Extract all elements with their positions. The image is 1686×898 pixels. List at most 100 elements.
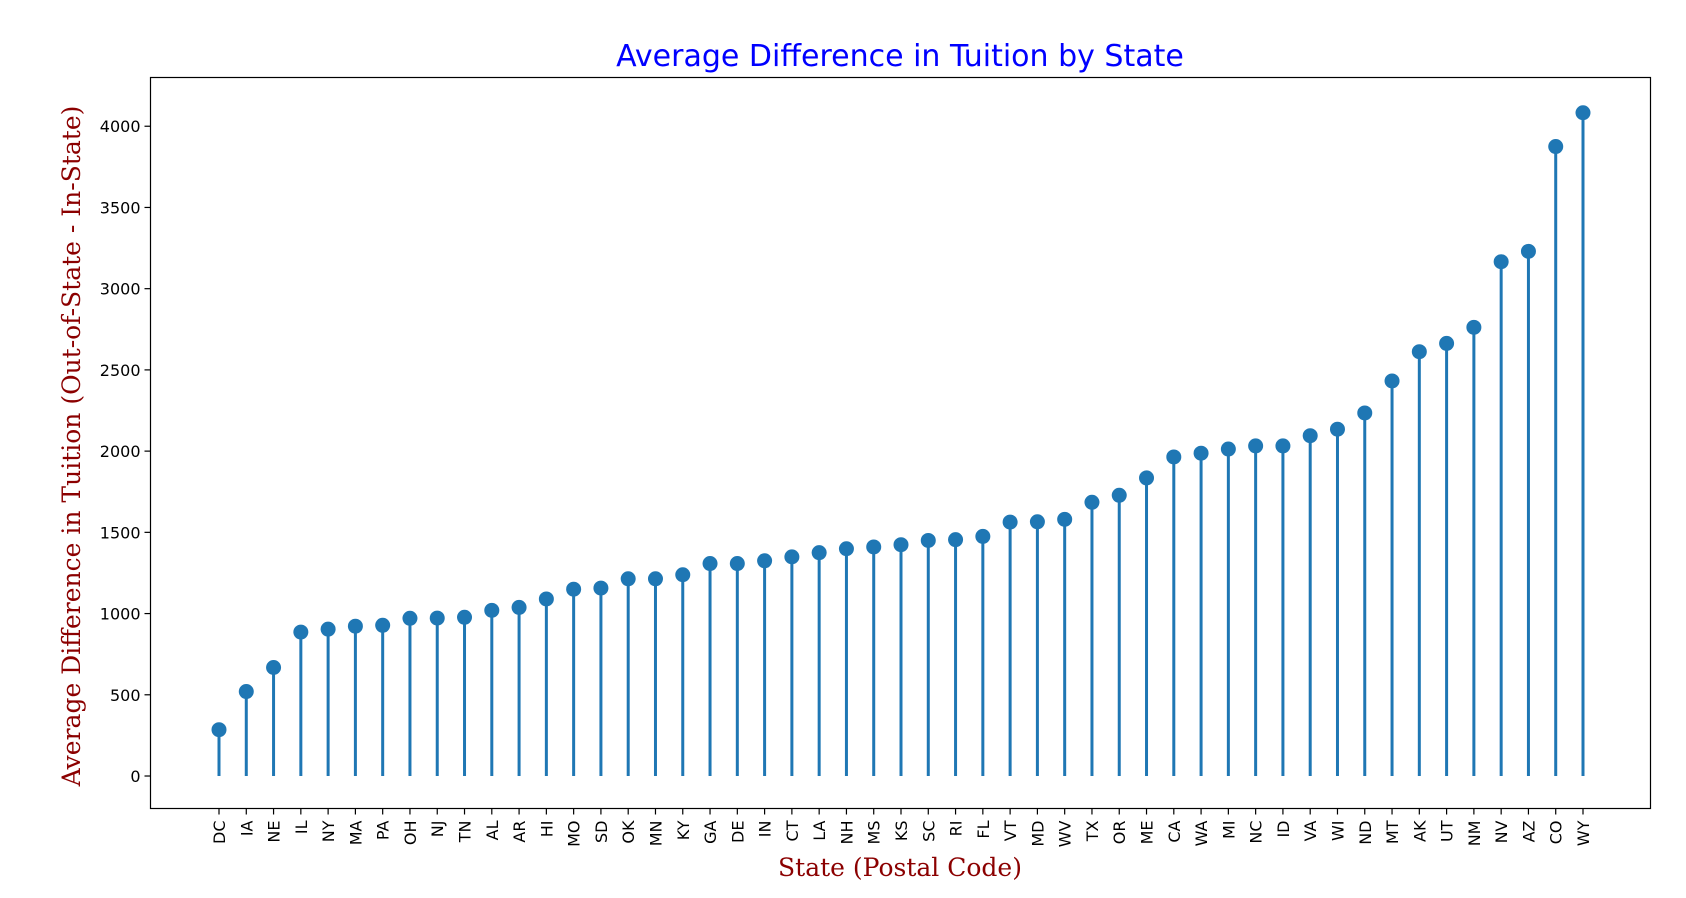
x-tick-label: ME	[1138, 821, 1157, 845]
x-tick-label: CO	[1547, 821, 1566, 845]
y-tick-label: 1000	[100, 605, 141, 624]
marker-pa	[375, 617, 391, 633]
x-tick-label: NJ	[428, 821, 447, 838]
x-tick-label: IL	[292, 820, 311, 834]
marker-oh	[402, 610, 418, 626]
marker-wy	[1575, 105, 1591, 121]
x-tick-label: MT	[1383, 820, 1402, 844]
marker-tn	[457, 609, 473, 625]
x-tick-label: MI	[1219, 821, 1238, 840]
marker-la	[811, 545, 827, 561]
marker-or	[1111, 487, 1127, 503]
marker-ne	[266, 659, 282, 675]
marker-mi	[1220, 441, 1236, 457]
marker-ct	[784, 549, 800, 565]
marker-hi	[538, 591, 554, 607]
marker-wv	[1057, 511, 1073, 527]
x-tick-label: OK	[619, 820, 638, 844]
x-tick-label: NM	[1465, 821, 1484, 847]
x-tick-label: TX	[1083, 820, 1102, 842]
marker-az	[1520, 243, 1536, 259]
plot-frame	[149, 76, 1652, 810]
x-tick-label: WA	[1192, 820, 1211, 846]
marker-sc	[920, 532, 936, 548]
x-tick-label: RI	[947, 821, 966, 837]
y-tick-label: 0	[130, 767, 140, 786]
x-tick-label: GA	[701, 820, 720, 843]
x-tick-label: TN	[456, 821, 475, 844]
marker-nc	[1248, 438, 1264, 454]
x-tick-label: MD	[1028, 821, 1047, 847]
marker-me	[1139, 470, 1155, 486]
x-tick-label: SD	[592, 821, 611, 843]
y-tick-label: 4000	[100, 117, 141, 136]
stems	[217, 112, 1585, 777]
x-tick-label: NY	[319, 820, 338, 842]
x-tick-label: WI	[1328, 821, 1347, 842]
x-tick-label: DC	[210, 821, 229, 845]
marker-ok	[620, 571, 636, 587]
marker-wi	[1329, 421, 1345, 437]
y-tick-label: 3500	[100, 198, 141, 217]
x-tick-label: ID	[1274, 821, 1293, 838]
x-tick-label: VA	[1301, 820, 1320, 841]
marker-mt	[1384, 373, 1400, 389]
x-tick-label: OH	[401, 821, 420, 846]
marker-co	[1548, 139, 1564, 155]
marker-mo	[566, 581, 582, 597]
x-tick-label: AL	[483, 820, 502, 840]
marker-ma	[347, 618, 363, 634]
x-tick-label: WV	[1056, 820, 1075, 847]
marker-ut	[1439, 335, 1455, 351]
marker-mn	[647, 571, 663, 587]
x-tick-label: CT	[783, 820, 802, 841]
x-tick-label: FL	[974, 820, 993, 838]
marker-ny	[320, 621, 336, 637]
marker-al	[484, 602, 500, 618]
marker-in	[757, 553, 773, 569]
marker-nh	[838, 541, 854, 557]
marker-id	[1275, 438, 1291, 454]
x-tick-label: PA	[374, 820, 393, 840]
marker-nm	[1466, 319, 1482, 335]
marker-dc	[211, 722, 227, 738]
x-tick-label: CA	[1165, 820, 1184, 842]
x-tick-label: NV	[1492, 820, 1511, 843]
marker-ia	[238, 684, 254, 700]
marker-ms	[866, 539, 882, 555]
x-tick-label: ND	[1356, 821, 1375, 845]
x-tick-label: NE	[265, 821, 284, 843]
x-tick-label: NH	[837, 821, 856, 845]
chart-title: Average Difference in Tuition by State	[616, 39, 1184, 74]
x-tick-label: UT	[1438, 820, 1457, 842]
y-tick-label: 1500	[100, 523, 141, 542]
marker-sd	[593, 580, 609, 596]
x-tick-label: MO	[565, 821, 584, 847]
marker-nj	[429, 610, 445, 626]
marker-tx	[1084, 494, 1100, 510]
x-tick-label: WY	[1574, 820, 1593, 846]
y-tick-label: 2000	[100, 442, 141, 461]
y-tick-label: 2500	[100, 361, 141, 380]
marker-md	[1029, 514, 1045, 530]
x-tick-label: IN	[756, 821, 775, 838]
marker-fl	[975, 528, 991, 544]
markers	[211, 105, 1591, 738]
y-tick-label: 3000	[100, 280, 141, 299]
x-tick-label: KS	[892, 821, 911, 842]
y-tick-label: 500	[110, 686, 141, 705]
x-tick-label: MS	[865, 821, 884, 845]
x-tick-label: MA	[346, 820, 365, 845]
marker-ky	[675, 567, 691, 583]
x-axis-ticks: DC IA NE IL NY MA PA OH NJ TN AL AR HI MO SD OK MN KY GA DE…	[210, 808, 1593, 847]
x-tick-label: HI	[537, 821, 556, 838]
marker-ga	[702, 556, 718, 572]
x-tick-label: KY	[674, 820, 693, 840]
x-tick-label: SC	[919, 821, 938, 842]
marker-ca	[1166, 449, 1182, 465]
x-tick-label: AR	[510, 821, 529, 843]
marker-vt	[1002, 514, 1018, 530]
x-tick-label: IA	[237, 820, 256, 836]
